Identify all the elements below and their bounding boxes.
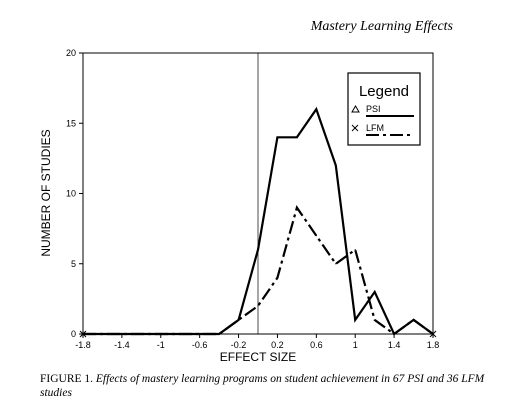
y-tick-label: 15 xyxy=(66,118,76,128)
axis-end-marker xyxy=(429,330,437,338)
x-tick-label: 1.8 xyxy=(427,340,440,350)
data-point-lfm xyxy=(140,333,142,335)
y-tick-label: 10 xyxy=(66,189,76,199)
legend-label-psi: PSI xyxy=(366,104,381,114)
x-axis-label: EFFECT SIZE xyxy=(220,350,296,364)
legend: Legend PSI LFM xyxy=(347,72,421,146)
data-point-lfm xyxy=(101,333,104,335)
data-point-lfm xyxy=(179,333,181,335)
x-tick-label: 1.4 xyxy=(388,340,401,350)
x-tick-label: -0.6 xyxy=(192,340,208,350)
triangle-icon xyxy=(351,105,360,113)
data-point-lfm xyxy=(237,319,240,321)
data-point-psi xyxy=(335,164,337,166)
y-tick-label: 0 xyxy=(71,329,76,339)
x-marker-icon xyxy=(351,124,359,132)
data-point-psi xyxy=(354,319,356,321)
caption-lead: FIGURE 1. xyxy=(40,373,94,385)
x-tick-label: 1 xyxy=(353,340,358,350)
data-point-lfm xyxy=(296,206,298,209)
data-point-psi xyxy=(257,249,259,251)
legend-item-psi: PSI xyxy=(351,104,414,117)
data-point-psi xyxy=(276,136,279,138)
legend-title: Legend xyxy=(359,83,409,100)
figure-caption: FIGURE 1. Effects of mastery learning pr… xyxy=(40,372,510,400)
data-point-lfm xyxy=(276,277,279,279)
data-point-lfm xyxy=(412,319,415,321)
y-tick-label: 5 xyxy=(71,259,76,269)
x-tick-label: -1.4 xyxy=(114,340,130,350)
data-point-lfm xyxy=(218,333,220,335)
data-point-lfm xyxy=(354,249,356,251)
data-point-psi xyxy=(296,136,298,138)
data-point-psi xyxy=(315,108,317,110)
data-point-lfm xyxy=(257,305,259,307)
axis-end-marker xyxy=(79,330,87,338)
y-tick-label: 20 xyxy=(66,48,76,58)
data-point-psi xyxy=(374,291,376,293)
x-tick-label: -1 xyxy=(157,340,165,350)
y-axis-label: NUMBER OF STUDIES xyxy=(39,129,53,256)
x-tick-label: 0.6 xyxy=(310,340,323,350)
legend-item-lfm: LFM xyxy=(351,123,414,136)
effect-size-chart: -1.8 -1.4 -1 -0.6 -0.2 0.2 0.6 1 1.4 1.805101520 … xyxy=(39,48,440,364)
data-point-lfm xyxy=(335,263,337,265)
x-tick-label: -0.2 xyxy=(231,340,247,350)
running-head: Mastery Learning Effects xyxy=(310,19,453,34)
legend-box xyxy=(347,72,421,146)
data-point-lfm xyxy=(315,235,317,237)
caption-text: Effects of mastery learning programs on … xyxy=(40,373,485,399)
data-point-lfm xyxy=(374,319,376,321)
legend-label-lfm: LFM xyxy=(366,123,384,133)
x-tick-label: 0.2 xyxy=(271,340,284,350)
x-tick-label: -1.8 xyxy=(75,340,91,350)
